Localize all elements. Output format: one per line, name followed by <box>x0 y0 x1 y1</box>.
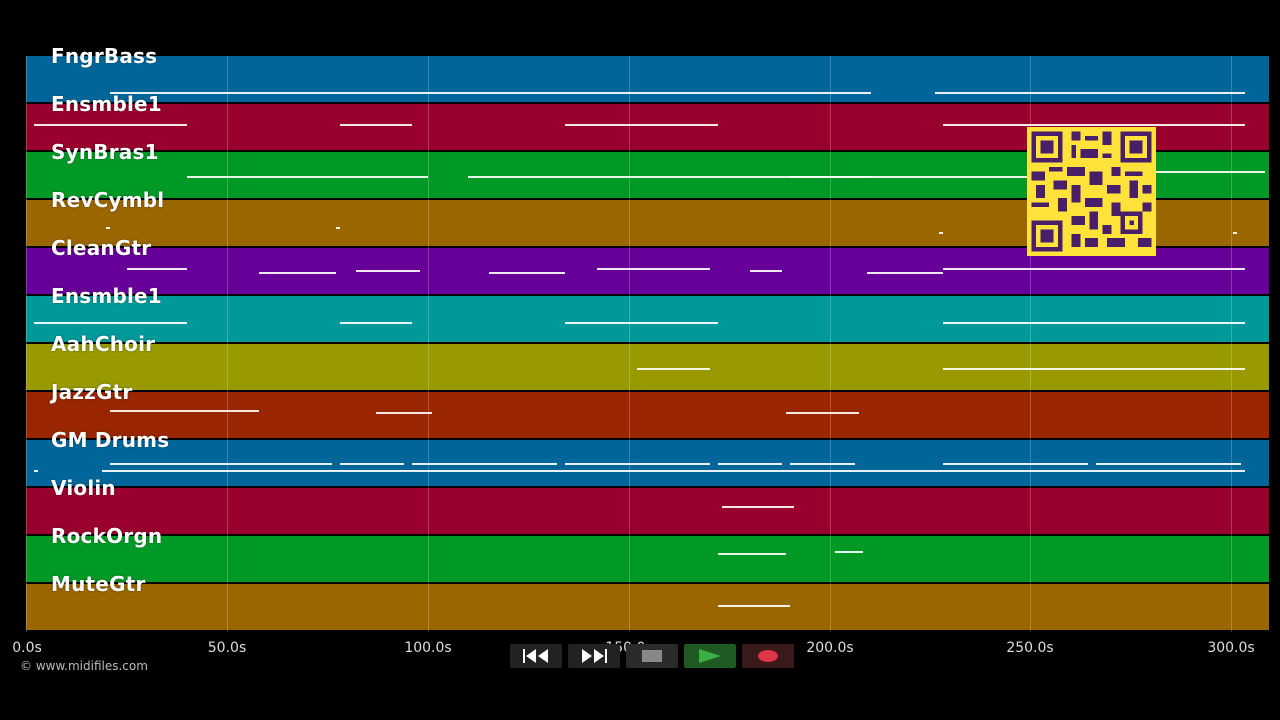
note-stroke <box>943 463 1088 465</box>
time-tick: 50.0s <box>207 640 247 656</box>
play-icon <box>697 648 723 664</box>
track-label: Ensmble1 <box>51 92 162 116</box>
note-stroke <box>790 463 855 465</box>
record-icon <box>757 649 779 663</box>
note-stroke <box>34 124 187 126</box>
track-lane-cleangtr: CleanGtr <box>26 236 1269 296</box>
note-stroke <box>34 470 39 472</box>
fast-forward-icon <box>580 649 608 663</box>
track-label: JazzGtr <box>51 380 133 404</box>
track-label: FngrBass <box>51 44 158 68</box>
record-button[interactable] <box>742 644 794 668</box>
note-stroke <box>565 463 710 465</box>
note-stroke <box>866 272 944 274</box>
play-button[interactable] <box>684 644 736 668</box>
time-tick: 100.0s <box>404 640 452 656</box>
track-label: Violin <box>51 476 116 500</box>
track-label: Ensmble1 <box>51 284 162 308</box>
note-stroke <box>943 368 1092 370</box>
time-tick: 200.0s <box>806 640 854 656</box>
note-stroke <box>834 551 863 553</box>
note-stroke <box>488 272 566 274</box>
note-stroke <box>1232 232 1237 234</box>
note-stroke <box>259 272 336 274</box>
note-stroke <box>717 463 783 465</box>
gridline <box>1231 56 1232 632</box>
stop-button[interactable] <box>626 644 678 668</box>
track-lane-jazzgtr: JazzGtr <box>26 380 1269 440</box>
track-label: GM Drums <box>51 428 170 452</box>
track-label: RockOrgn <box>51 524 163 548</box>
note-stroke <box>790 176 1153 178</box>
gridline <box>629 56 630 632</box>
rewind-button[interactable] <box>510 644 562 668</box>
note-stroke <box>943 124 1245 126</box>
note-stroke <box>786 412 859 414</box>
note-stroke <box>186 176 429 178</box>
note-stroke <box>1092 368 1245 370</box>
note-stroke <box>939 232 944 234</box>
track-label: MuteGtr <box>51 572 146 596</box>
track-label: CleanGtr <box>51 236 152 260</box>
track-lane-mutegtr: MuteGtr <box>26 572 1269 632</box>
note-stroke <box>750 270 783 272</box>
note-stroke <box>935 92 1245 94</box>
note-stroke <box>597 268 710 270</box>
note-stroke <box>468 176 871 178</box>
gridline <box>227 56 228 632</box>
note-stroke <box>110 410 260 412</box>
note-stroke <box>717 553 787 555</box>
gridline <box>428 56 429 632</box>
note-stroke <box>339 124 413 126</box>
time-tick: 0.0s <box>12 640 42 656</box>
gridline <box>830 56 831 632</box>
note-stroke <box>106 227 111 229</box>
note-stroke <box>721 506 795 508</box>
note-stroke <box>110 92 871 94</box>
time-tick: 300.0s <box>1207 640 1255 656</box>
note-stroke <box>565 322 718 324</box>
rewind-icon <box>522 649 550 663</box>
time-tick: 250.0s <box>1006 640 1054 656</box>
note-stroke <box>335 227 340 229</box>
note-stroke <box>102 470 1245 472</box>
track-lane-rockorgn: RockOrgn <box>26 524 1269 584</box>
note-stroke <box>565 124 718 126</box>
note-stroke <box>34 322 187 324</box>
note-stroke <box>339 322 413 324</box>
track-label: SynBras1 <box>51 140 159 164</box>
note-stroke <box>412 463 557 465</box>
note-stroke <box>943 322 1245 324</box>
note-stroke <box>637 368 710 370</box>
gridline <box>26 56 27 632</box>
note-stroke <box>717 605 791 607</box>
track-lane-violin: Violin <box>26 476 1269 536</box>
track-lanes: FngrBass Ensmble1 SynBras1 RevCymbl Clea… <box>26 44 1269 632</box>
note-stroke <box>375 412 433 414</box>
note-stroke <box>186 463 332 465</box>
note-stroke <box>943 268 1245 270</box>
qr-code-icon <box>1027 127 1156 256</box>
note-stroke <box>339 463 405 465</box>
track-lane-fngrbass: FngrBass <box>26 44 1269 104</box>
track-label: RevCymbl <box>51 188 165 212</box>
note-stroke <box>1096 463 1241 465</box>
note-stroke <box>355 270 421 272</box>
note-stroke <box>126 268 187 270</box>
transport-controls <box>510 644 794 668</box>
gridline <box>1030 56 1031 632</box>
stop-icon <box>641 649 663 663</box>
note-stroke <box>1152 171 1265 173</box>
copyright-text: © www.midifiles.com <box>20 659 148 673</box>
track-lane-ensmble1-b: Ensmble1 <box>26 284 1269 344</box>
note-stroke <box>110 463 187 465</box>
fast-forward-button[interactable] <box>568 644 620 668</box>
track-label: AahChoir <box>51 332 156 356</box>
